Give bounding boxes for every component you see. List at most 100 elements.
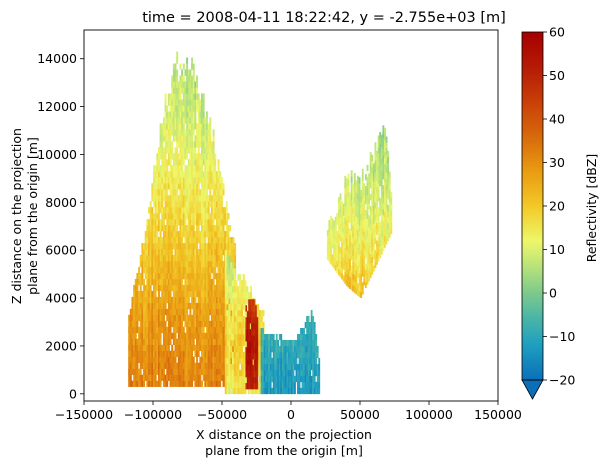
heatmap-cell <box>231 280 235 287</box>
heatmap-cell <box>249 305 252 312</box>
heatmap-cell <box>345 225 348 233</box>
heatmap-cell <box>214 207 217 214</box>
heatmap-cell <box>387 168 390 176</box>
heatmap-cell <box>269 387 272 395</box>
heatmap-cell <box>228 375 231 383</box>
heatmap-cell <box>172 69 175 76</box>
heatmap-cell <box>184 260 187 268</box>
heatmap-cell <box>239 357 242 365</box>
heatmap-cell <box>194 278 197 286</box>
heatmap-cell <box>222 350 225 358</box>
heatmap-cell <box>144 368 147 375</box>
heatmap-cell <box>226 322 229 329</box>
heatmap-cell <box>197 380 200 387</box>
heatmap-cell <box>297 369 299 377</box>
heatmap-cell <box>207 249 210 256</box>
heatmap-cell <box>380 200 383 207</box>
heatmap-cell <box>177 135 180 142</box>
heatmap-cell <box>380 188 383 195</box>
heatmap-cell <box>307 333 310 341</box>
heatmap-cell <box>214 344 217 352</box>
heatmap-cell <box>177 81 180 88</box>
heatmap-cell <box>128 332 131 340</box>
heatmap-cell <box>205 153 208 160</box>
heatmap-cell <box>385 160 388 167</box>
heatmap-cell <box>177 314 180 322</box>
heatmap-cell <box>176 147 179 154</box>
heatmap-cell <box>224 243 227 250</box>
heatmap-cell <box>209 260 212 268</box>
heatmap-cell <box>205 320 208 328</box>
heatmap-cell <box>253 305 256 312</box>
heatmap-cell <box>207 153 210 160</box>
heatmap-cell <box>161 362 164 369</box>
heatmap-cell <box>306 339 308 347</box>
heatmap-cell <box>162 171 165 178</box>
heatmap-cell <box>382 167 385 174</box>
heatmap-cell <box>191 225 194 232</box>
heatmap-cell <box>345 237 348 245</box>
heatmap-cell <box>157 195 160 202</box>
heatmap-cell <box>177 350 180 358</box>
heatmap-cell <box>151 249 154 256</box>
heatmap-cell <box>156 183 159 190</box>
heatmap-cell <box>272 363 275 371</box>
heatmap-cell <box>184 314 187 322</box>
heatmap-cell <box>258 310 261 317</box>
heatmap-cell <box>199 314 202 322</box>
heatmap-cell <box>194 159 197 166</box>
heatmap-cell <box>191 326 194 334</box>
heatmap-cell <box>303 363 305 371</box>
heatmap-cell <box>368 239 371 246</box>
heatmap-cell <box>210 374 213 381</box>
heatmap-cell <box>301 345 304 353</box>
colorbar-segment <box>522 193 543 197</box>
heatmap-cell <box>262 333 264 341</box>
heatmap-cell <box>235 310 238 317</box>
heatmap-cell <box>144 296 147 304</box>
heatmap-cell <box>344 271 347 278</box>
heatmap-cell <box>357 187 359 195</box>
heatmap-cell <box>364 251 367 259</box>
heatmap-cell <box>172 231 175 238</box>
heatmap-cell <box>222 231 225 238</box>
heatmap-cell <box>233 304 236 311</box>
heatmap-cell <box>297 375 299 383</box>
heatmap-cell <box>197 111 200 118</box>
heatmap-cell <box>369 164 372 171</box>
heatmap-cell <box>184 195 187 202</box>
heatmap-cell <box>197 165 200 172</box>
heatmap-cell <box>197 141 200 148</box>
heatmap-cell <box>176 51 179 58</box>
heatmap-cell <box>197 249 200 256</box>
heatmap-cell <box>202 290 205 298</box>
heatmap-cell <box>138 290 141 298</box>
x-tick-label: −150000 <box>55 407 113 422</box>
heatmap-cell <box>194 266 197 274</box>
heatmap-cell <box>154 207 157 214</box>
heatmap-cell <box>237 369 240 377</box>
heatmap-cell <box>231 304 235 311</box>
heatmap-cell <box>212 266 215 274</box>
heatmap-cell <box>144 260 147 268</box>
heatmap-cell <box>187 249 190 256</box>
heatmap-cell <box>136 278 139 286</box>
heatmap-cell <box>360 249 363 257</box>
heatmap-cell <box>350 230 353 237</box>
heatmap-cell <box>141 320 144 328</box>
colorbar-tick-label: 20 <box>549 199 565 214</box>
heatmap-cell <box>380 230 383 237</box>
heatmap-cell <box>226 357 229 365</box>
heatmap-cell <box>210 177 213 184</box>
heatmap-cell <box>268 339 271 347</box>
heatmap-cell <box>167 201 170 208</box>
heatmap-cell <box>217 320 220 328</box>
heatmap-cell <box>151 219 154 226</box>
heatmap-cell <box>277 351 280 359</box>
heatmap-cell <box>260 375 263 383</box>
heatmap-cell <box>166 356 169 363</box>
heatmap-cell <box>352 207 355 214</box>
heatmap-cell <box>174 81 177 88</box>
heatmap-cell <box>138 344 141 352</box>
heatmap-cell <box>189 344 192 352</box>
